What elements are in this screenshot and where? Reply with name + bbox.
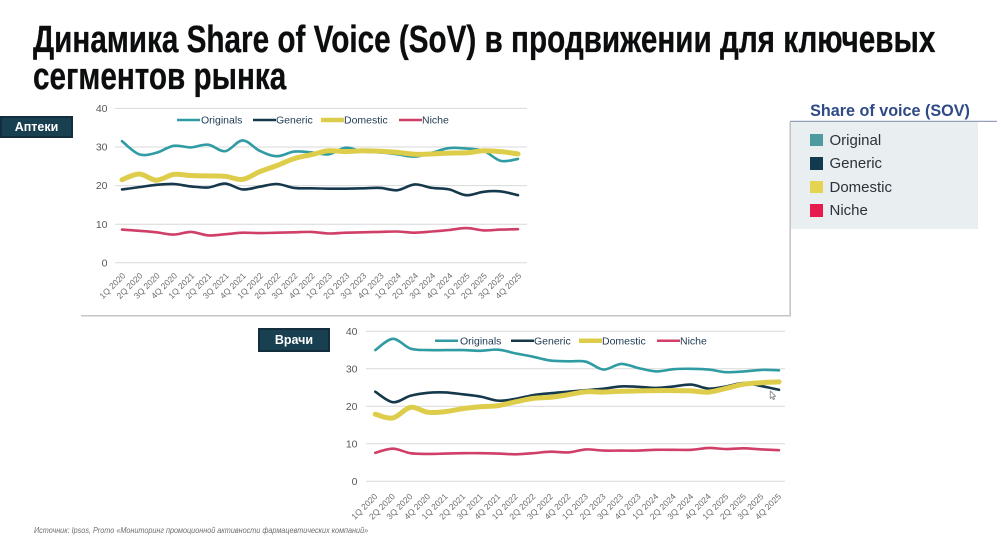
svg-text:10: 10 <box>96 219 108 231</box>
svg-text:0: 0 <box>102 257 108 269</box>
svg-text:20: 20 <box>96 180 108 192</box>
svg-text:Niche: Niche <box>680 335 707 347</box>
svg-text:Originals: Originals <box>201 115 242 127</box>
svg-text:Niche: Niche <box>422 115 449 127</box>
svg-text:20: 20 <box>346 401 358 413</box>
svg-text:30: 30 <box>346 363 358 375</box>
svg-text:Generic: Generic <box>534 335 571 347</box>
svg-text:Originals: Originals <box>460 335 501 347</box>
svg-text:0: 0 <box>352 476 358 488</box>
svg-text:Domestic: Domestic <box>602 335 646 347</box>
svg-text:40: 40 <box>96 103 108 115</box>
svg-text:Domestic: Domestic <box>344 115 388 127</box>
svg-text:Generic: Generic <box>276 115 313 127</box>
svg-text:40: 40 <box>346 326 358 338</box>
svg-text:30: 30 <box>96 142 108 154</box>
svg-text:10: 10 <box>346 438 358 450</box>
